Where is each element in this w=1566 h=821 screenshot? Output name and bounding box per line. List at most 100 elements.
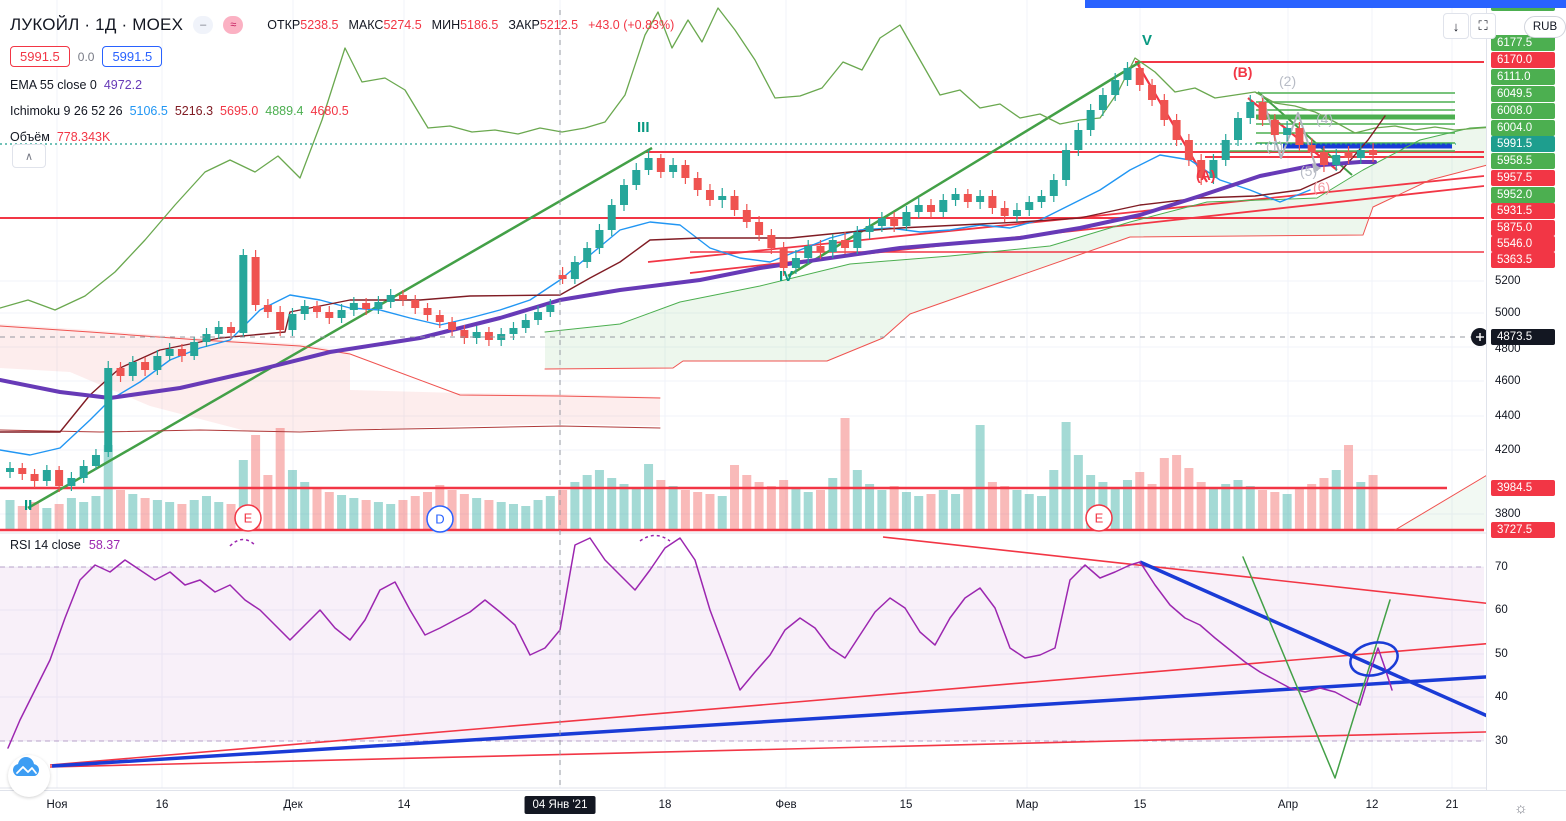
time-tick-label: Ноя bbox=[46, 799, 68, 811]
price-level-label: 6177.5 bbox=[1491, 35, 1555, 51]
volume-bar bbox=[66, 498, 76, 530]
candle-body bbox=[1283, 128, 1292, 135]
purple-dashed-arc bbox=[639, 534, 671, 542]
trend-line bbox=[27, 146, 653, 510]
candle-body bbox=[1307, 145, 1316, 152]
candle-body bbox=[902, 212, 911, 226]
time-tick-label: 21 bbox=[1445, 799, 1459, 811]
candle-body bbox=[1086, 110, 1095, 130]
rsi-label: RSI 14 close bbox=[10, 538, 81, 552]
ichimoku-value: 5106.5 bbox=[129, 103, 168, 118]
volume-bar bbox=[1086, 475, 1096, 530]
ema-legend[interactable]: EMA 55 close 0 4972.2 bbox=[10, 76, 674, 93]
fullscreen-button[interactable]: ⛶ bbox=[1470, 13, 1496, 39]
broker-logo[interactable] bbox=[8, 755, 50, 797]
approx-pill-icon[interactable]: ≈ bbox=[223, 16, 244, 34]
candle-body bbox=[1246, 102, 1255, 118]
candle-body bbox=[607, 205, 616, 230]
volume-value: 778.343K bbox=[56, 129, 111, 144]
wave-label: III bbox=[637, 119, 650, 136]
ichimoku-label: Ichimoku 9 26 52 26 bbox=[10, 103, 123, 118]
wave-circle-letter: E bbox=[1095, 511, 1104, 526]
volume-bar bbox=[730, 465, 740, 530]
candle-body bbox=[227, 327, 236, 333]
candle-body bbox=[263, 305, 272, 312]
download-button[interactable]: ↓ bbox=[1443, 13, 1469, 39]
candle-body bbox=[1319, 152, 1328, 165]
candle-body bbox=[681, 165, 690, 178]
candle-body bbox=[644, 158, 653, 170]
volume-bar bbox=[79, 502, 89, 530]
price-level-label: 6008.0 bbox=[1491, 103, 1555, 119]
volume-bar bbox=[1049, 470, 1059, 530]
volume-bar bbox=[116, 490, 126, 530]
volume-legend[interactable]: Объём 778.343K bbox=[10, 128, 674, 145]
sell-price-button[interactable]: 5991.5 bbox=[10, 46, 70, 67]
candle-body bbox=[791, 258, 800, 268]
volume-bar bbox=[361, 500, 371, 530]
ema55-line bbox=[0, 160, 1377, 400]
currency-rub-button[interactable]: RUB bbox=[1524, 16, 1566, 38]
volume-bar bbox=[1122, 480, 1132, 530]
ema-label: EMA 55 close 0 bbox=[10, 77, 97, 92]
ichimoku-values: 5106.5 5216.3 5695.0 4889.4 4680.5 bbox=[130, 104, 356, 118]
volume-bar bbox=[717, 496, 727, 530]
candle-body bbox=[963, 194, 972, 202]
volume-bar bbox=[1208, 488, 1218, 530]
candle-body bbox=[300, 306, 309, 314]
candle-body bbox=[337, 310, 346, 318]
symbol-title[interactable]: ЛУКОЙЛ · 1Д · MOEX bbox=[10, 15, 184, 34]
time-axis[interactable]: Ноя 16 Дек 14 04 Янв '21 18 Фев 15 Мар 15 Апр 12 21 bbox=[0, 790, 1566, 821]
buy-price-button[interactable]: 5991.5 bbox=[102, 46, 163, 67]
candle-body bbox=[841, 240, 850, 248]
candle-body bbox=[853, 232, 862, 248]
price-level-label: 5957.5 bbox=[1491, 170, 1555, 186]
ichimoku-legend[interactable]: Ichimoku 9 26 52 26 5106.5 5216.3 5695.0 48… bbox=[10, 102, 674, 119]
volume-bar bbox=[214, 502, 224, 530]
candle-body bbox=[656, 158, 665, 172]
price-level-label: 3984.5 bbox=[1491, 480, 1555, 496]
candle-body bbox=[1332, 155, 1341, 165]
rsi-legend[interactable]: RSI 14 close 58.37 bbox=[10, 538, 120, 552]
volume-bar bbox=[963, 488, 973, 530]
minimize-pill-icon[interactable]: – bbox=[193, 16, 214, 34]
settings-gear-icon[interactable]: ☼ bbox=[1514, 800, 1528, 817]
trend-line bbox=[49, 729, 1566, 768]
wave-label: IV bbox=[779, 268, 793, 285]
price-tick-label: 4200 bbox=[1495, 444, 1521, 456]
volume-bar bbox=[54, 504, 64, 530]
volume-bar bbox=[840, 418, 850, 530]
volume-bar bbox=[1061, 422, 1071, 530]
candle-body bbox=[742, 210, 751, 222]
volume-bar bbox=[410, 496, 420, 530]
candle-body bbox=[755, 222, 764, 235]
volume-bar bbox=[1196, 482, 1206, 530]
time-tick-label: Дек bbox=[283, 799, 303, 811]
collapse-legend-button[interactable]: ∧ bbox=[12, 144, 46, 168]
chart-legend: ЛУКОЙЛ · 1Д · MOEX – ≈ ОТКР5238.5 МАКС52… bbox=[10, 12, 674, 145]
wave-label: (6) bbox=[1313, 179, 1330, 195]
volume-bar bbox=[275, 428, 285, 530]
price-level-label: 5991.5 bbox=[1491, 136, 1555, 152]
price-axis[interactable]: 6239.06177.56170.06111.06049.56008.06004… bbox=[1486, 0, 1566, 790]
time-tick-label: Мар bbox=[1015, 799, 1039, 811]
volume-bar bbox=[337, 495, 347, 530]
ichimoku-value: 4680.5 bbox=[310, 103, 349, 118]
candle-body bbox=[1025, 202, 1034, 210]
candle-body bbox=[1295, 128, 1304, 145]
volume-bar bbox=[779, 480, 789, 530]
volume-bar bbox=[287, 470, 297, 530]
volume-bar bbox=[263, 475, 273, 530]
volume-bar bbox=[1356, 482, 1366, 530]
volume-bar bbox=[521, 506, 531, 530]
price-level-label: 5875.0 bbox=[1491, 220, 1555, 236]
volume-bar bbox=[545, 496, 555, 530]
volume-bar bbox=[619, 484, 629, 530]
candle-body bbox=[1037, 196, 1046, 202]
candle-body bbox=[6, 468, 14, 472]
candle-body bbox=[1356, 150, 1365, 158]
price-tick-label: 30 bbox=[1495, 735, 1508, 747]
candle-body bbox=[1160, 100, 1169, 120]
